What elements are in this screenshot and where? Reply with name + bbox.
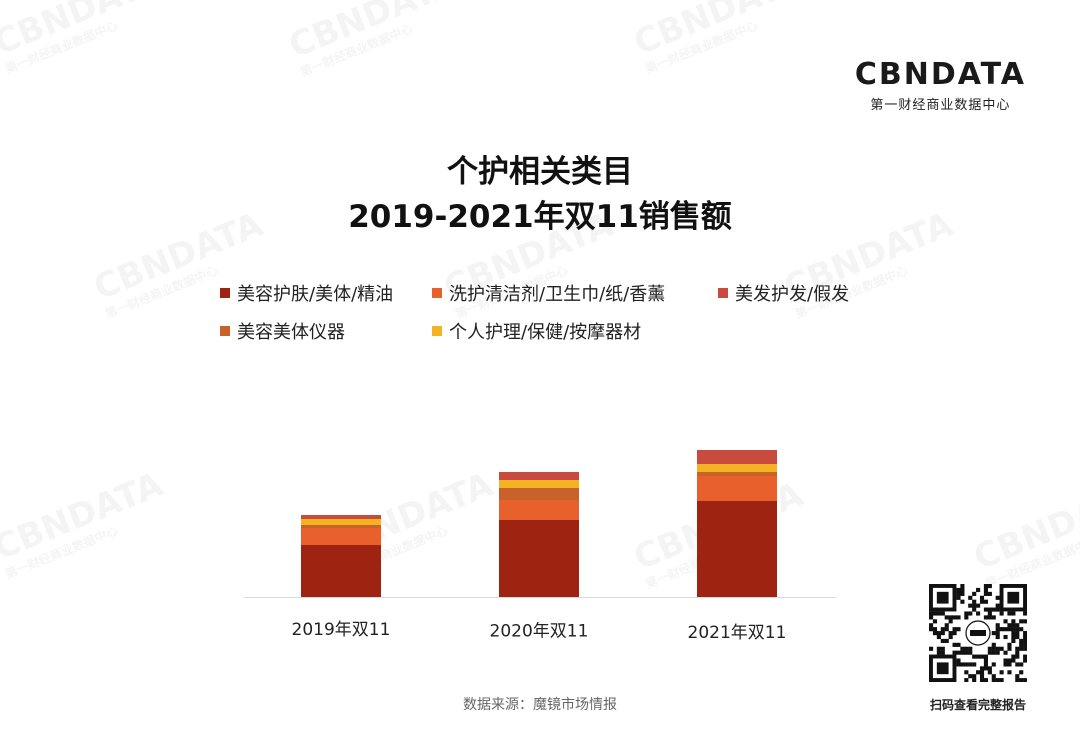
bar-segment xyxy=(697,501,777,597)
qr-code-icon[interactable] xyxy=(929,584,1027,682)
bar-segment xyxy=(697,464,777,472)
bar-segment xyxy=(301,545,381,597)
cbndata-logo: CBNDATA 第一财经商业数据中心 xyxy=(854,57,1026,114)
bar-segment xyxy=(301,525,381,528)
bar-segment xyxy=(499,488,579,500)
bar-segment xyxy=(301,515,381,519)
x-tick-label: 2021年双11 xyxy=(688,623,787,643)
bar-segment xyxy=(697,450,777,464)
data-source-note: 数据来源：魔镜市场情报 xyxy=(463,697,617,713)
bar-segment xyxy=(301,528,381,545)
logo-wordmark: CBNDATA xyxy=(854,57,1026,92)
logo-subtitle: 第一财经商业数据中心 xyxy=(870,98,1011,113)
x-tick-label: 2020年双11 xyxy=(490,622,589,642)
x-tick-label: 2019年双11 xyxy=(292,620,391,640)
bar-segment xyxy=(697,472,777,476)
bar-segment xyxy=(499,472,579,480)
bar-segment xyxy=(499,500,579,520)
bar-segment xyxy=(499,520,579,597)
bar-segment xyxy=(499,480,579,488)
chart-title-line-2: 2019-2021年双11销售额 xyxy=(348,199,732,235)
bar-segment xyxy=(301,519,381,525)
qr-caption: 扫码查看完整报告 xyxy=(929,698,1026,712)
bar-segment xyxy=(697,476,777,501)
chart-title-line-1: 个护相关类目 xyxy=(447,154,633,190)
